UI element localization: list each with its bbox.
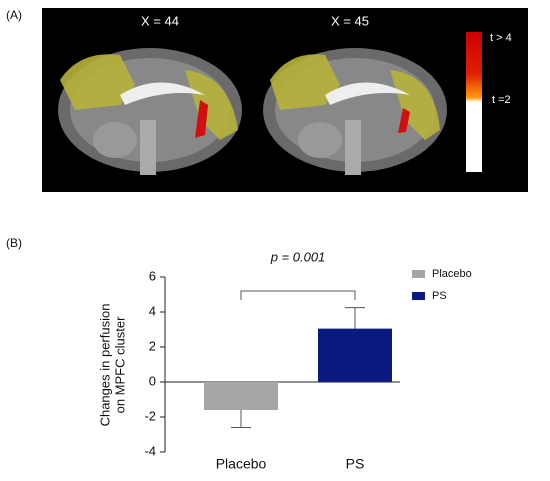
- x-tick-label: PS: [346, 456, 365, 472]
- legend-label: Placebo: [432, 268, 472, 280]
- y-axis-label: Changes in perfusion: [97, 304, 112, 427]
- y-tick-label: 4: [149, 303, 156, 318]
- brain-slice: [58, 48, 242, 175]
- panel-label: (B): [6, 236, 22, 250]
- bar: [318, 328, 392, 382]
- annotation: p = 0.001: [270, 249, 326, 264]
- colorbar-label: t > 4: [490, 32, 512, 44]
- legend-label: PS: [432, 290, 447, 302]
- colorbar: [466, 32, 482, 172]
- colorbar-label: t =2: [492, 94, 511, 106]
- slice-label: X = 44: [141, 13, 179, 28]
- y-tick-label: -4: [144, 443, 156, 458]
- panel-label: (A): [6, 8, 22, 22]
- brain-slice: [263, 48, 447, 175]
- legend-swatch: [412, 292, 425, 300]
- y-tick-label: 0: [149, 373, 156, 388]
- slice-label: X = 45: [331, 13, 369, 28]
- y-tick-label: -2: [144, 408, 156, 423]
- y-tick-label: 6: [149, 268, 156, 283]
- significance-bracket: [240, 290, 356, 300]
- y-tick-label: 2: [149, 338, 156, 353]
- legend-swatch: [412, 270, 425, 278]
- x-tick-label: Placebo: [216, 456, 267, 472]
- y-axis-label: on MPFC cluster: [112, 316, 127, 413]
- bar: [204, 382, 278, 410]
